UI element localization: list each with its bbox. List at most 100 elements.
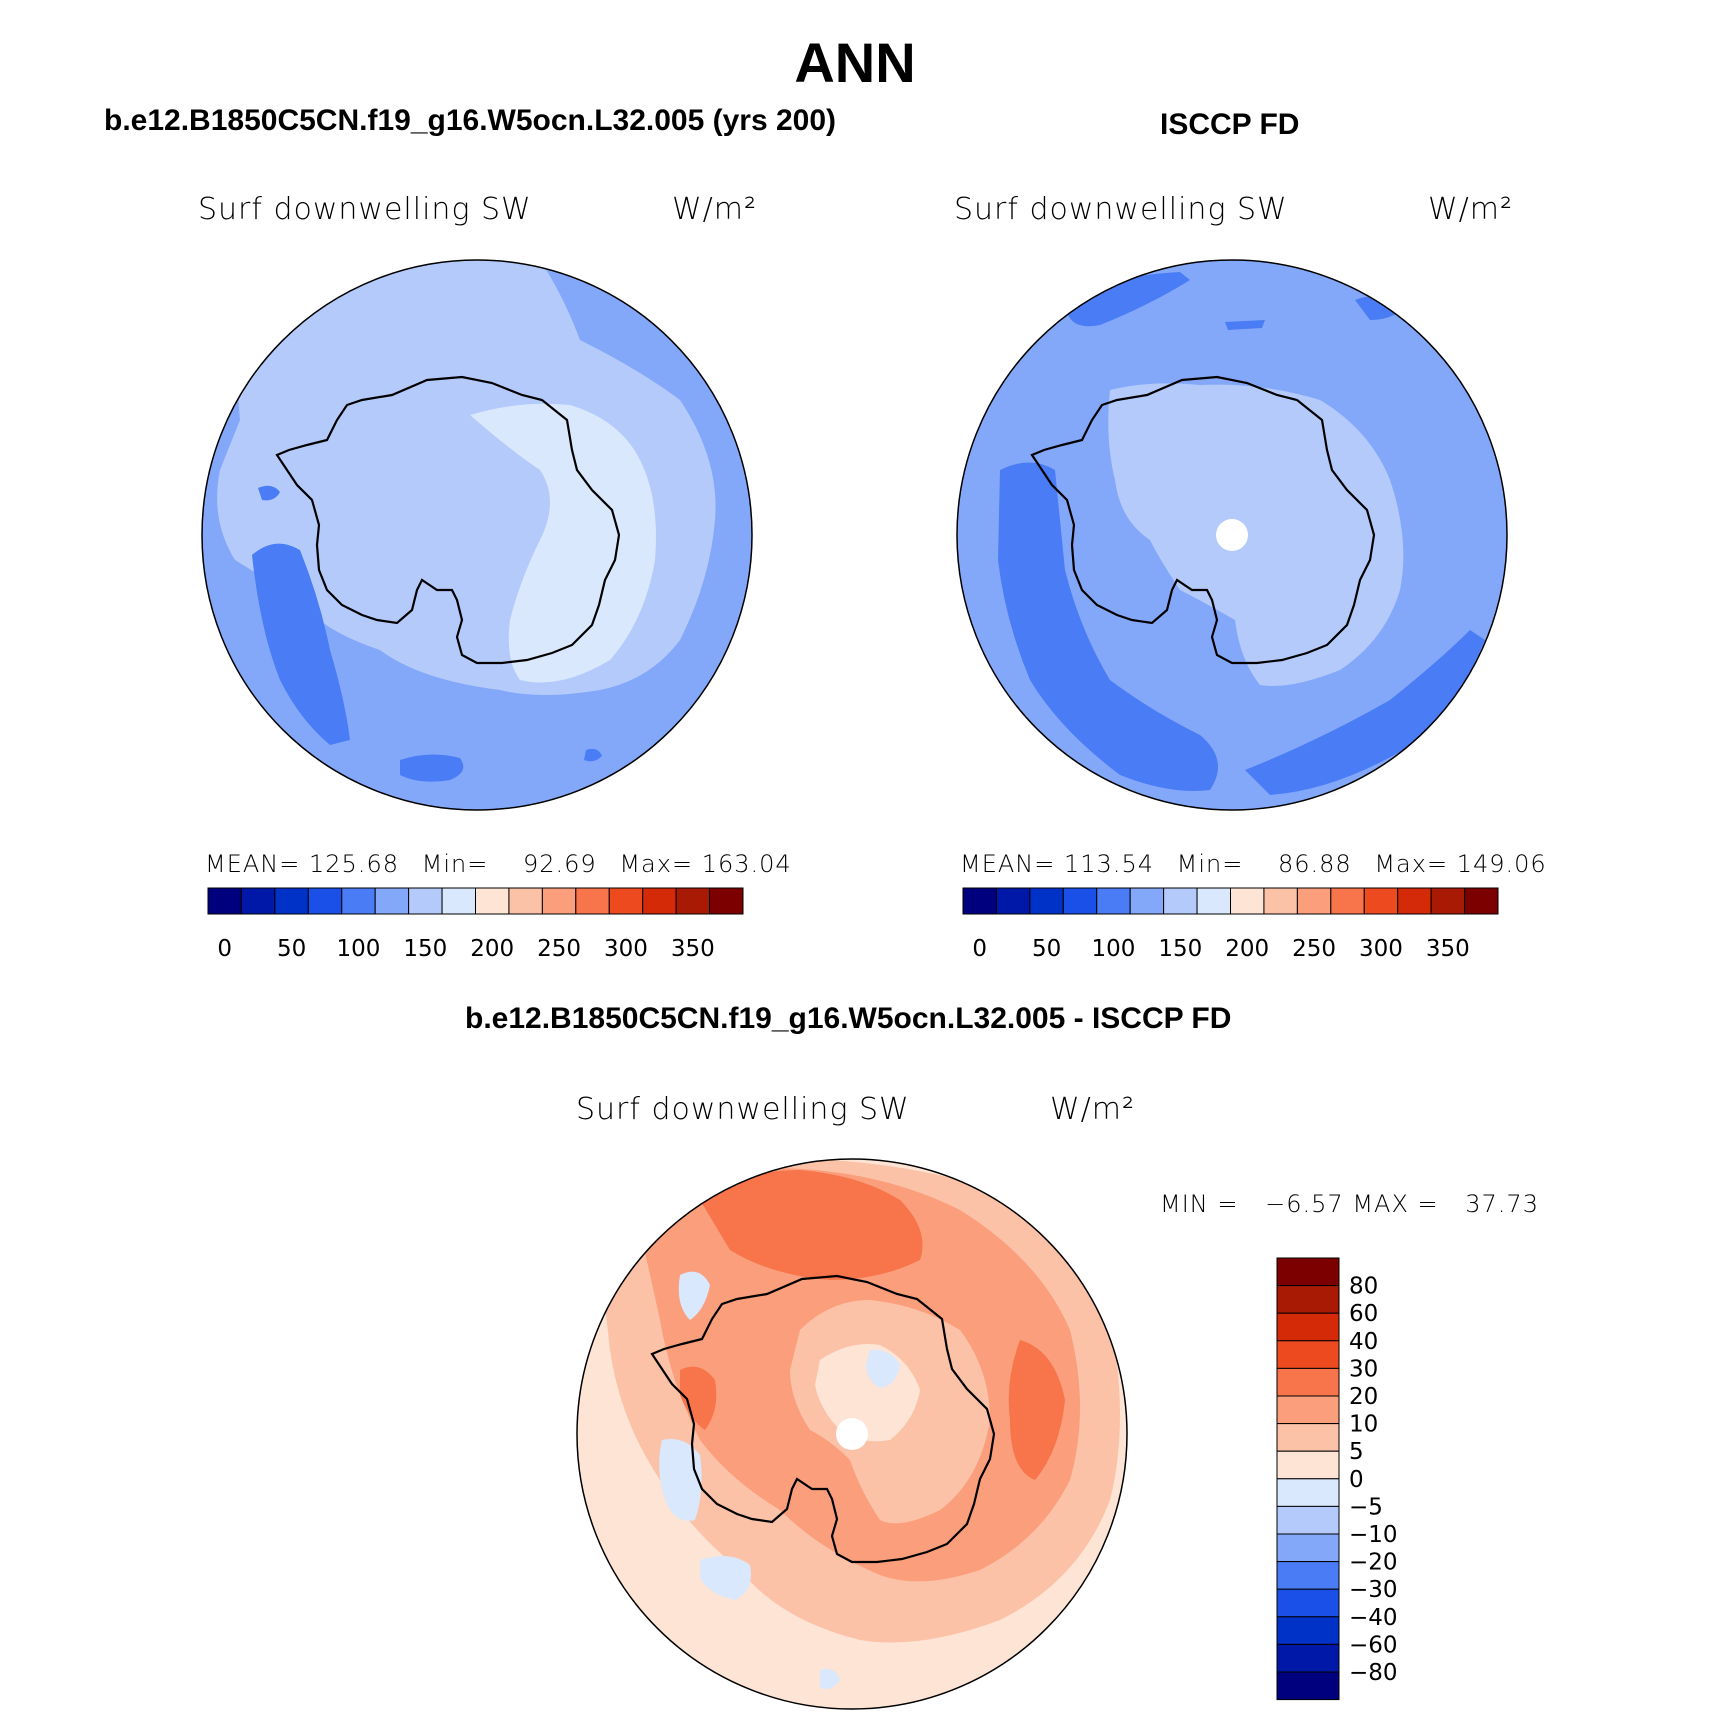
panel1-field-dark-blob: [400, 754, 464, 782]
panel1-colorbar-swatch: [441, 887, 476, 915]
panel3-field-neg-west: [659, 1439, 702, 1521]
panel3-field-neg-south: [820, 1668, 840, 1689]
panel3-colorbar-tick-label: 60: [1349, 1301, 1378, 1327]
panel2-colorbar-swatch: [1430, 887, 1466, 915]
panel3-colorbar-tick-label: −10: [1349, 1522, 1398, 1548]
panel1-colorbar-swatch: [274, 887, 309, 915]
panel2-colorbar-swatch: [1296, 887, 1332, 915]
panel2-stats: MEAN= 113.54 Min= 86.88 Max= 149.06: [960, 850, 1547, 878]
panel1-colorbar: 0 50 100 150 200 250 300 350: [207, 887, 744, 962]
panel3-colorbar-swatch: [1276, 1285, 1340, 1314]
panel1-colorbar-tick-label: 350: [671, 936, 715, 962]
panel3-field-neg-sw: [700, 1556, 751, 1600]
panel3-colorbar-swatch: [1276, 1588, 1340, 1618]
panel1-colorbar-swatch: [709, 887, 744, 915]
panel3-colorbar-tick-label: −20: [1349, 1550, 1398, 1576]
panel2-colorbar-tick-label: 250: [1292, 936, 1336, 962]
panel2-colorbar-tick-label: 150: [1158, 936, 1202, 962]
panel1-colorbar-tick-label: 0: [217, 936, 232, 962]
panel3-colorbar-tick-label: 30: [1349, 1356, 1378, 1382]
panel1-max-label: Max=: [619, 850, 694, 878]
panel1-colorbar-swatch: [341, 887, 376, 915]
panel1-min-value: 92.69: [522, 850, 597, 878]
panel2-colorbar-swatch: [1230, 887, 1265, 915]
panel1-field-dark-band: [252, 543, 350, 745]
panel3-min-value: −6.57: [1265, 1190, 1344, 1218]
panel1-mean-value: 125.68: [309, 850, 399, 878]
panel3-colorbar-tick-label: 0: [1349, 1467, 1364, 1493]
panel1-colorbar-tick-label: 100: [337, 936, 381, 962]
panel3-colorbar-tick-label: 20: [1349, 1384, 1378, 1410]
panel2-colorbar-swatch: [1196, 887, 1231, 915]
panel3-case-title: b.e12.B1850C5CN.f19_g16.W5ocn.L32.005 - …: [465, 1002, 1232, 1035]
panel2-colorbar-swatch: [1397, 887, 1432, 915]
panel1-colorbar-swatch: [240, 887, 276, 915]
panel2-colorbar-tick-label: 200: [1225, 936, 1269, 962]
panel2-mean-label: MEAN=: [960, 850, 1056, 878]
panel3-units: W/m²: [1050, 1092, 1136, 1127]
panel3-colorbar-swatch: [1276, 1616, 1340, 1645]
panel1-field-dark-spot2: [584, 748, 602, 762]
panel3-field-30-west: [680, 1366, 717, 1430]
panel2-colorbar-swatch: [1263, 887, 1298, 915]
panel2-max-label: Max=: [1374, 850, 1449, 878]
panel3-colorbar-tick-label: −80: [1349, 1660, 1398, 1686]
panel2-variable: Surf downwelling SW: [954, 192, 1288, 227]
panel2-min-value: 86.88: [1277, 850, 1352, 878]
panel2-colorbar-swatch: [962, 887, 997, 915]
panel3-field-30-north: [700, 1170, 923, 1280]
panel2-units: W/m²: [1428, 192, 1514, 227]
panel1-min-label: Min=: [421, 850, 489, 878]
panel3-map: [576, 1158, 1128, 1710]
panel2-colorbar-swatch: [1062, 887, 1098, 915]
panel2-colorbar-swatch: [1029, 887, 1064, 915]
panel2-max-value: 149.06: [1456, 850, 1547, 878]
panel1-colorbar-tick-label: 50: [277, 936, 306, 962]
panel1-variable: Surf downwelling SW: [198, 192, 532, 227]
panel1-colorbar-swatch: [675, 887, 711, 915]
panel1-colorbar-tick-label: 300: [604, 936, 648, 962]
panel1-units: W/m²: [672, 192, 758, 227]
panel2-map: [956, 259, 1508, 811]
panel3-colorbar-swatch: [1276, 1395, 1340, 1425]
panel1-colorbar-tick-label: 150: [403, 936, 447, 962]
panel3-colorbar-swatch: [1276, 1423, 1340, 1452]
panel3-colorbar-swatch: [1276, 1505, 1340, 1535]
panel2-min-label: Min=: [1176, 850, 1244, 878]
panel2-colorbar: 0 50 100 150 200 250 300 350: [962, 887, 1499, 962]
panel3-variable: Surf downwelling SW: [576, 1092, 910, 1127]
panel3-colorbar-tick-label: −60: [1349, 1632, 1398, 1658]
panel2-colorbar-swatch: [1163, 887, 1198, 915]
panel2-colorbar-swatch: [1330, 887, 1365, 915]
panel3-colorbar-tick-label: 80: [1349, 1274, 1378, 1300]
panel3-colorbar-swatch: [1276, 1671, 1340, 1701]
panel1-colorbar-swatch: [374, 887, 410, 915]
panel1-map-border: [201, 259, 753, 811]
panel3-pole-hole: [836, 1418, 868, 1450]
panel1-colorbar-swatch: [541, 887, 577, 915]
panel1-colorbar-swatch: [408, 887, 443, 915]
panel3-colorbar-swatch: [1276, 1257, 1340, 1287]
panel3-field-neg-center: [866, 1349, 900, 1388]
panel2-mean-value: 113.54: [1064, 850, 1154, 878]
panel3-min-label: MIN =: [1160, 1190, 1239, 1218]
panel2-map-border: [956, 259, 1508, 811]
panel2-colorbar-swatch: [1096, 887, 1131, 915]
panel2-pole-hole: [1216, 519, 1248, 551]
panel1-mean-label: MEAN=: [205, 850, 301, 878]
panel3-colorbar-tick-label: 40: [1349, 1329, 1378, 1355]
panel3-colorbar-swatch: [1276, 1340, 1340, 1369]
panel3-colorbar-swatch: [1276, 1561, 1340, 1590]
panel1-case-title: b.e12.B1850C5CN.f19_g16.W5ocn.L32.005 (y…: [104, 104, 837, 137]
panel3-field-30-east: [1008, 1340, 1065, 1480]
panel3-colorbar-tick-label: −40: [1349, 1605, 1398, 1631]
panel3-colorbar-tick-label: −30: [1349, 1577, 1398, 1603]
panel3-colorbar-swatch: [1276, 1643, 1340, 1673]
panel2-colorbar-swatch: [995, 887, 1031, 915]
panel2-colorbar-tick-label: 350: [1426, 936, 1470, 962]
panel1-colorbar-tick-label: 200: [470, 936, 514, 962]
panel2-colorbar-tick-label: 50: [1032, 936, 1061, 962]
panel2-field-dark-south: [1245, 630, 1485, 795]
panel1-colorbar-swatch: [575, 887, 610, 915]
panel3-stats: MIN = −6.57 MAX = 37.73: [1160, 1190, 1539, 1218]
